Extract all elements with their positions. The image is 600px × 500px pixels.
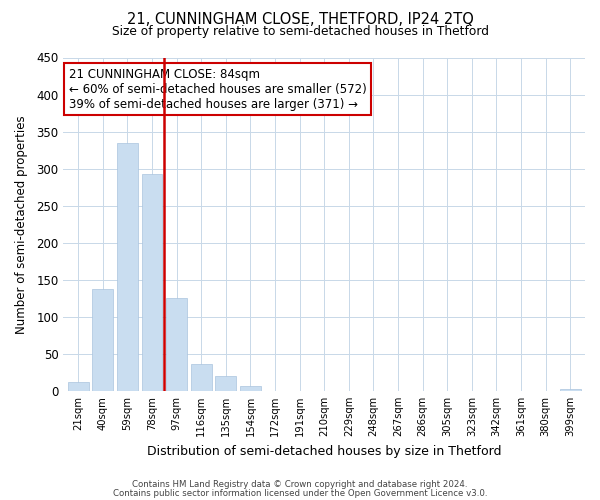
Bar (560, 388, 581, 391)
Bar (240, 386, 261, 391)
Bar (166, 298, 187, 391)
Text: Contains public sector information licensed under the Open Government Licence v3: Contains public sector information licen… (113, 488, 487, 498)
Y-axis label: Number of semi-detached properties: Number of semi-detached properties (15, 115, 28, 334)
Bar (117, 142, 138, 391)
Bar (142, 174, 163, 391)
Text: 21, CUNNINGHAM CLOSE, THETFORD, IP24 2TQ: 21, CUNNINGHAM CLOSE, THETFORD, IP24 2TQ (127, 12, 473, 28)
Bar (68, 382, 89, 391)
X-axis label: Distribution of semi-detached houses by size in Thetford: Distribution of semi-detached houses by … (147, 444, 502, 458)
Text: Contains HM Land Registry data © Crown copyright and database right 2024.: Contains HM Land Registry data © Crown c… (132, 480, 468, 489)
Bar (215, 376, 236, 391)
Bar (191, 364, 212, 391)
Text: 21 CUNNINGHAM CLOSE: 84sqm
← 60% of semi-detached houses are smaller (572)
39% o: 21 CUNNINGHAM CLOSE: 84sqm ← 60% of semi… (68, 68, 367, 110)
Text: Size of property relative to semi-detached houses in Thetford: Size of property relative to semi-detach… (112, 25, 488, 38)
Bar (92, 288, 113, 391)
